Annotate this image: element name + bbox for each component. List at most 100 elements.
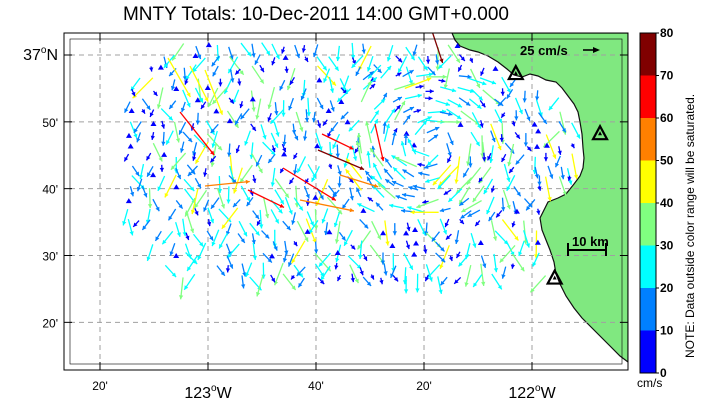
colorbar-segment [640,203,656,246]
current-vector-short [173,184,180,190]
current-vector-head [208,102,212,108]
current-vector-head [157,186,162,191]
current-vector-short [360,207,367,213]
current-vector-head [464,282,469,287]
current-vector-head [337,183,342,188]
current-vector-head [386,56,392,62]
lat-tick-label: 30' [42,250,58,264]
current-vector-head [386,65,392,71]
current-vectors [122,33,581,300]
current-vector-head [323,230,329,236]
current-vector-head [486,209,491,215]
current-vector-short [457,121,464,127]
current-vector-short [268,253,275,259]
current-vector-short [543,142,550,148]
current-vector-head [374,110,379,115]
current-vector-head [136,186,141,192]
current-vector-head [355,140,361,146]
current-vector-head [337,276,342,282]
current-vector-head [187,137,193,143]
current-vector-head [467,74,472,79]
current-vector-head [330,127,335,133]
current-vector-head [377,183,383,188]
current-vector-head [233,202,238,208]
current-vector-head [415,288,420,293]
current-vector-head [405,244,410,250]
current-vector-head [492,236,498,241]
current-vector-short [204,84,211,90]
current-vector [374,123,384,162]
current-vector-head [518,251,523,256]
current-vector-head [454,179,459,184]
current-vector-head [271,277,275,283]
current-vector-head [176,174,181,180]
current-vector [189,65,209,102]
current-vector-head [451,88,457,93]
current-vector-head [350,277,355,283]
current-vector-head [469,88,475,94]
current-vector-head [439,58,444,63]
current-vector-head [280,168,285,174]
current-vector-head [218,110,223,115]
current-vector-head [240,284,246,289]
current-vector-head [143,192,148,198]
current-vector-head [240,238,245,243]
current-vector-head [155,236,160,241]
current-vector [544,176,551,202]
current-vector-head [304,117,310,122]
current-vector-short [403,130,410,136]
current-vector-head [210,158,215,163]
current-vector-head [412,51,417,56]
colorbar-tick: 60 [660,111,674,125]
current-vector-head [349,208,354,213]
current-vector-short [161,151,168,157]
current-vector-head [133,133,138,139]
current-vector-head [289,80,294,85]
station-marker [545,268,564,285]
current-vector-head [468,163,473,168]
current-vector-head [293,241,298,247]
current-vector-head [548,105,553,111]
current-vector-head [515,134,520,139]
current-vector-head [428,96,433,101]
current-vector-head [382,121,387,126]
current-vector-head [363,256,368,261]
current-vector-head [401,208,406,214]
current-vector-head [501,274,506,279]
current-vector-head [374,119,378,124]
current-vector-head [401,192,407,198]
current-vector-head [187,171,193,177]
current-vector-head [220,271,225,276]
current-vector-head [301,48,307,53]
colorbar-segment [640,330,656,373]
current-vector-head [367,80,372,86]
current-vector-head [441,78,446,83]
current-vector-head [158,156,163,162]
current-vector-head [370,175,376,180]
current-vector-short [534,239,541,245]
current-vector-head [245,179,250,185]
current-vector-head [211,143,216,148]
current-vector-head [445,101,450,106]
current-vector-short [281,151,288,157]
current-vector-head [400,141,405,146]
current-vector-short [194,97,201,103]
current-vector-head [217,188,223,193]
current-vector-head [506,204,511,210]
current-vector-head [243,231,248,237]
current-vector-head [491,137,496,143]
current-vector-head [480,71,485,76]
current-vector-head [244,140,249,146]
current-vector-head [210,162,215,167]
current-vector-head [197,183,201,189]
current-vector-head [393,276,399,282]
current-vector-head [297,168,302,173]
current-vector-head [366,281,372,286]
current-vector-head [220,204,226,209]
current-vector [501,219,519,241]
current-vector-head [267,258,272,263]
current-vector-head [321,218,326,224]
current-vector-head [410,210,415,215]
current-vector-head [190,186,195,192]
current-vector-head [476,104,482,109]
